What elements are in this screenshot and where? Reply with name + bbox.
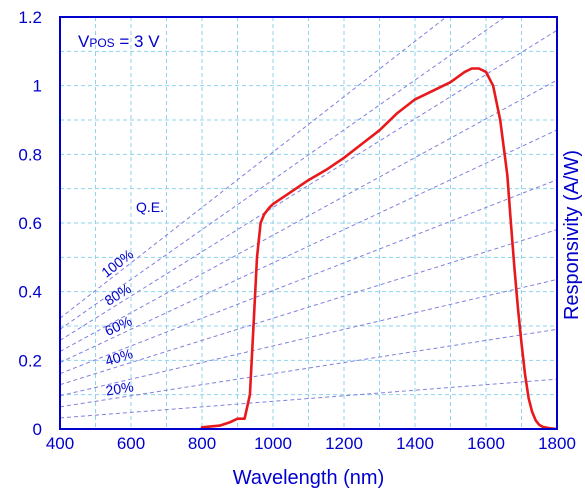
- qe-line: [60, 17, 447, 319]
- condition-main: V: [78, 32, 90, 51]
- qe-line-label: 40%: [103, 345, 135, 369]
- qe-title: Q.E.: [136, 199, 164, 215]
- qe-reference-lines: [60, 17, 557, 419]
- x-tick-label: 400: [46, 434, 74, 453]
- y-tick-label: 0.4: [18, 283, 42, 302]
- qe-line: [60, 79, 557, 352]
- qe-line: [60, 229, 557, 386]
- condition-label: VPOS = 3 V: [78, 32, 160, 51]
- responsivity-curve: [200, 67, 557, 429]
- y-tick-label: 1: [33, 77, 42, 96]
- condition-value: = 3 V: [115, 32, 161, 51]
- qe-line-label: 80%: [102, 280, 134, 308]
- y-tick-label: 0.6: [18, 214, 42, 233]
- qe-line: [60, 179, 557, 375]
- x-tick-label: 600: [117, 434, 145, 453]
- x-axis-title: Wavelength (nm): [233, 467, 385, 489]
- x-tick-label: 1000: [254, 434, 292, 453]
- qe-line-label: 20%: [104, 378, 134, 398]
- qe-line: [60, 129, 557, 363]
- x-tick-label: 1600: [467, 434, 505, 453]
- condition-subscript: POS: [89, 36, 114, 50]
- x-tick-label: 1800: [538, 434, 576, 453]
- y-axis-title: Responsivity (A/W): [561, 150, 583, 320]
- qe-line: [60, 278, 557, 397]
- qe-line: [60, 378, 557, 419]
- x-tick-label: 1200: [325, 434, 363, 453]
- y-tick-label: 0: [33, 420, 42, 439]
- tick-labels: 400 600 800 1000 1200 1400 1600 1800 0 0.2 0.4 0.6 0…: [18, 8, 576, 453]
- x-tick-label: 800: [188, 434, 216, 453]
- y-tick-label: 1.2: [18, 8, 42, 27]
- x-tick-label: 1400: [396, 434, 434, 453]
- grid-lines: [60, 17, 557, 429]
- responsivity-series: [200, 67, 557, 429]
- qe-line: [60, 17, 506, 330]
- y-tick-label: 0.8: [18, 145, 42, 164]
- plot-frame: [59, 16, 558, 430]
- y-tick-label: 0.2: [18, 351, 42, 370]
